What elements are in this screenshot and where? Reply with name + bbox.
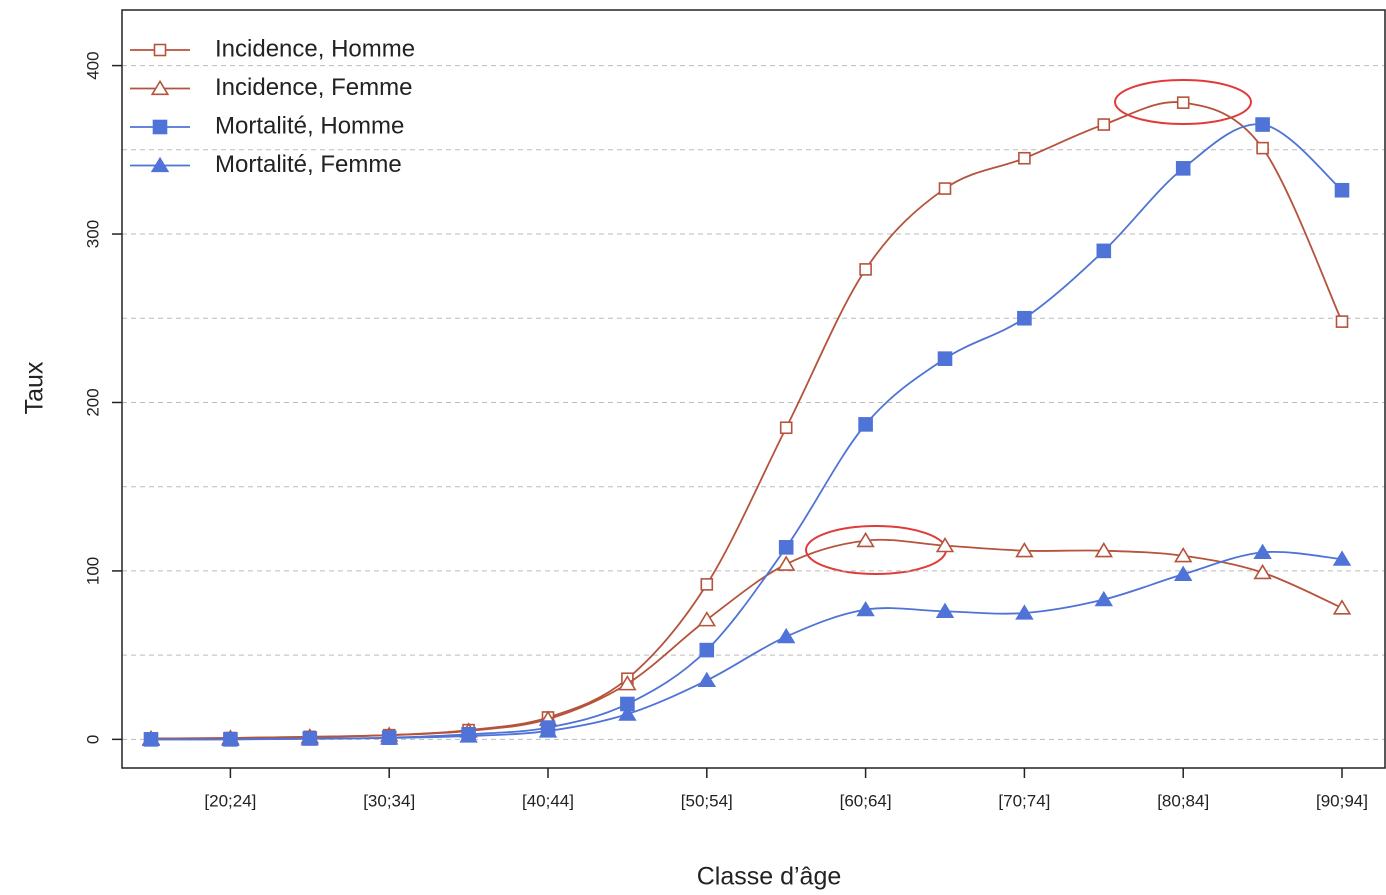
marker: [221, 730, 240, 747]
marker: [1175, 161, 1191, 176]
legend-label: Incidence, Homme: [215, 35, 415, 62]
marker: [699, 642, 715, 658]
marker: [938, 182, 952, 195]
marker: [300, 730, 320, 746]
highlight-ellipse: [805, 525, 947, 575]
marker: [1253, 563, 1272, 580]
y-tick-label: 100: [83, 557, 102, 585]
marker: [1332, 599, 1352, 615]
marker: [1335, 315, 1349, 328]
marker: [697, 611, 717, 627]
series: [141, 543, 1352, 747]
series: [144, 96, 1349, 745]
marker: [1332, 550, 1352, 566]
marker: [858, 417, 873, 432]
marker: [1017, 310, 1032, 326]
legend-marker: [150, 156, 170, 173]
marker: [859, 263, 872, 276]
marker: [618, 675, 637, 691]
legend-label: Mortalité, Homme: [215, 112, 404, 139]
x-tick-label: [60;64]: [840, 791, 892, 810]
x-tick-label: [30;34]: [363, 791, 415, 810]
legend-marker: [153, 43, 167, 57]
marker: [937, 351, 953, 366]
series: [143, 117, 1350, 747]
marker: [778, 540, 794, 555]
x-tick-label: [50;54]: [681, 791, 733, 810]
y-tick-label: 0: [83, 735, 102, 744]
x-axis-label: Classe d’âge: [697, 863, 842, 891]
series-line: [150, 538, 1343, 740]
marker: [1094, 542, 1114, 558]
marker: [776, 627, 796, 644]
marker: [697, 671, 717, 688]
marker: [1256, 141, 1269, 155]
marker: [776, 555, 796, 571]
x-tick-label: [70;74]: [998, 791, 1050, 810]
marker: [935, 602, 955, 618]
marker: [618, 705, 637, 721]
highlight-ellipse: [1114, 79, 1252, 125]
marker: [1018, 151, 1031, 165]
marker: [1015, 604, 1034, 620]
marker: [779, 421, 793, 435]
series-line: [150, 101, 1343, 740]
marker: [700, 578, 714, 591]
x-tick-label: [80;84]: [1157, 791, 1209, 810]
legend-label: Mortalité, Femme: [215, 151, 402, 178]
y-tick-label: 200: [83, 388, 102, 416]
marker: [935, 536, 955, 553]
x-tick-label: [90;94]: [1316, 791, 1368, 810]
series-line: [150, 551, 1343, 741]
y-tick-label: 400: [83, 51, 102, 79]
series-line: [150, 123, 1343, 741]
marker: [1096, 243, 1112, 259]
marker: [459, 727, 478, 743]
x-tick-label: [40;44]: [522, 791, 574, 810]
marker: [1176, 96, 1190, 109]
marker: [1094, 590, 1114, 607]
legend-label: Incidence, Femme: [215, 74, 412, 101]
marker: [1253, 543, 1272, 560]
marker: [1173, 547, 1193, 563]
marker: [1255, 117, 1270, 132]
marker: [379, 729, 399, 745]
marker: [856, 600, 875, 617]
marker: [1015, 542, 1034, 558]
marker: [1097, 118, 1111, 131]
marker: [141, 730, 161, 747]
y-tick-label: 300: [83, 220, 102, 248]
marker: [856, 531, 875, 548]
plot-frame: [121, 9, 1386, 769]
x-tick-label: [20;24]: [204, 791, 256, 810]
y-axis-label: Taux: [21, 361, 49, 414]
marker: [1334, 182, 1350, 198]
legend-marker: [150, 79, 170, 96]
marker: [1173, 565, 1193, 581]
series: [141, 531, 1352, 746]
legend-marker: [152, 119, 168, 135]
marker: [538, 722, 558, 738]
